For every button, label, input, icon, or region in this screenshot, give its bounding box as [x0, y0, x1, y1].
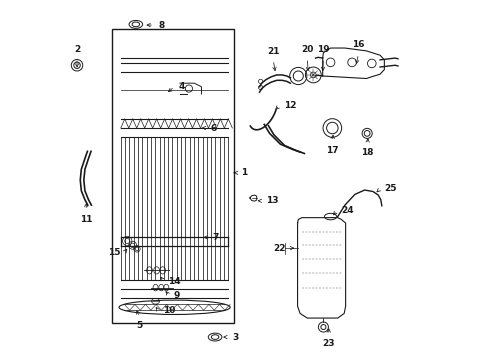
Text: 16: 16 [351, 40, 364, 49]
Text: 21: 21 [266, 46, 279, 55]
Text: 10: 10 [163, 306, 175, 315]
Text: 23: 23 [322, 339, 334, 348]
Text: 8: 8 [158, 21, 164, 30]
Text: 19: 19 [316, 45, 329, 54]
Text: 4: 4 [179, 82, 185, 91]
Text: 15: 15 [107, 248, 120, 257]
Text: 6: 6 [210, 123, 216, 132]
Text: 12: 12 [284, 101, 296, 110]
Text: 9: 9 [173, 291, 180, 300]
Text: 14: 14 [168, 276, 181, 285]
Text: 2: 2 [74, 45, 80, 54]
Text: 22: 22 [273, 244, 285, 253]
Text: 5: 5 [136, 321, 142, 330]
Text: 24: 24 [341, 206, 353, 215]
Text: 13: 13 [266, 196, 278, 205]
Text: 17: 17 [325, 145, 338, 154]
Text: 1: 1 [241, 168, 246, 177]
Text: 18: 18 [361, 148, 373, 157]
Bar [112, 30, 233, 323]
Text: 7: 7 [212, 233, 218, 242]
Text: 3: 3 [231, 333, 238, 342]
Text: 11: 11 [80, 215, 92, 224]
Text: 25: 25 [384, 184, 396, 193]
Text: 20: 20 [301, 45, 313, 54]
